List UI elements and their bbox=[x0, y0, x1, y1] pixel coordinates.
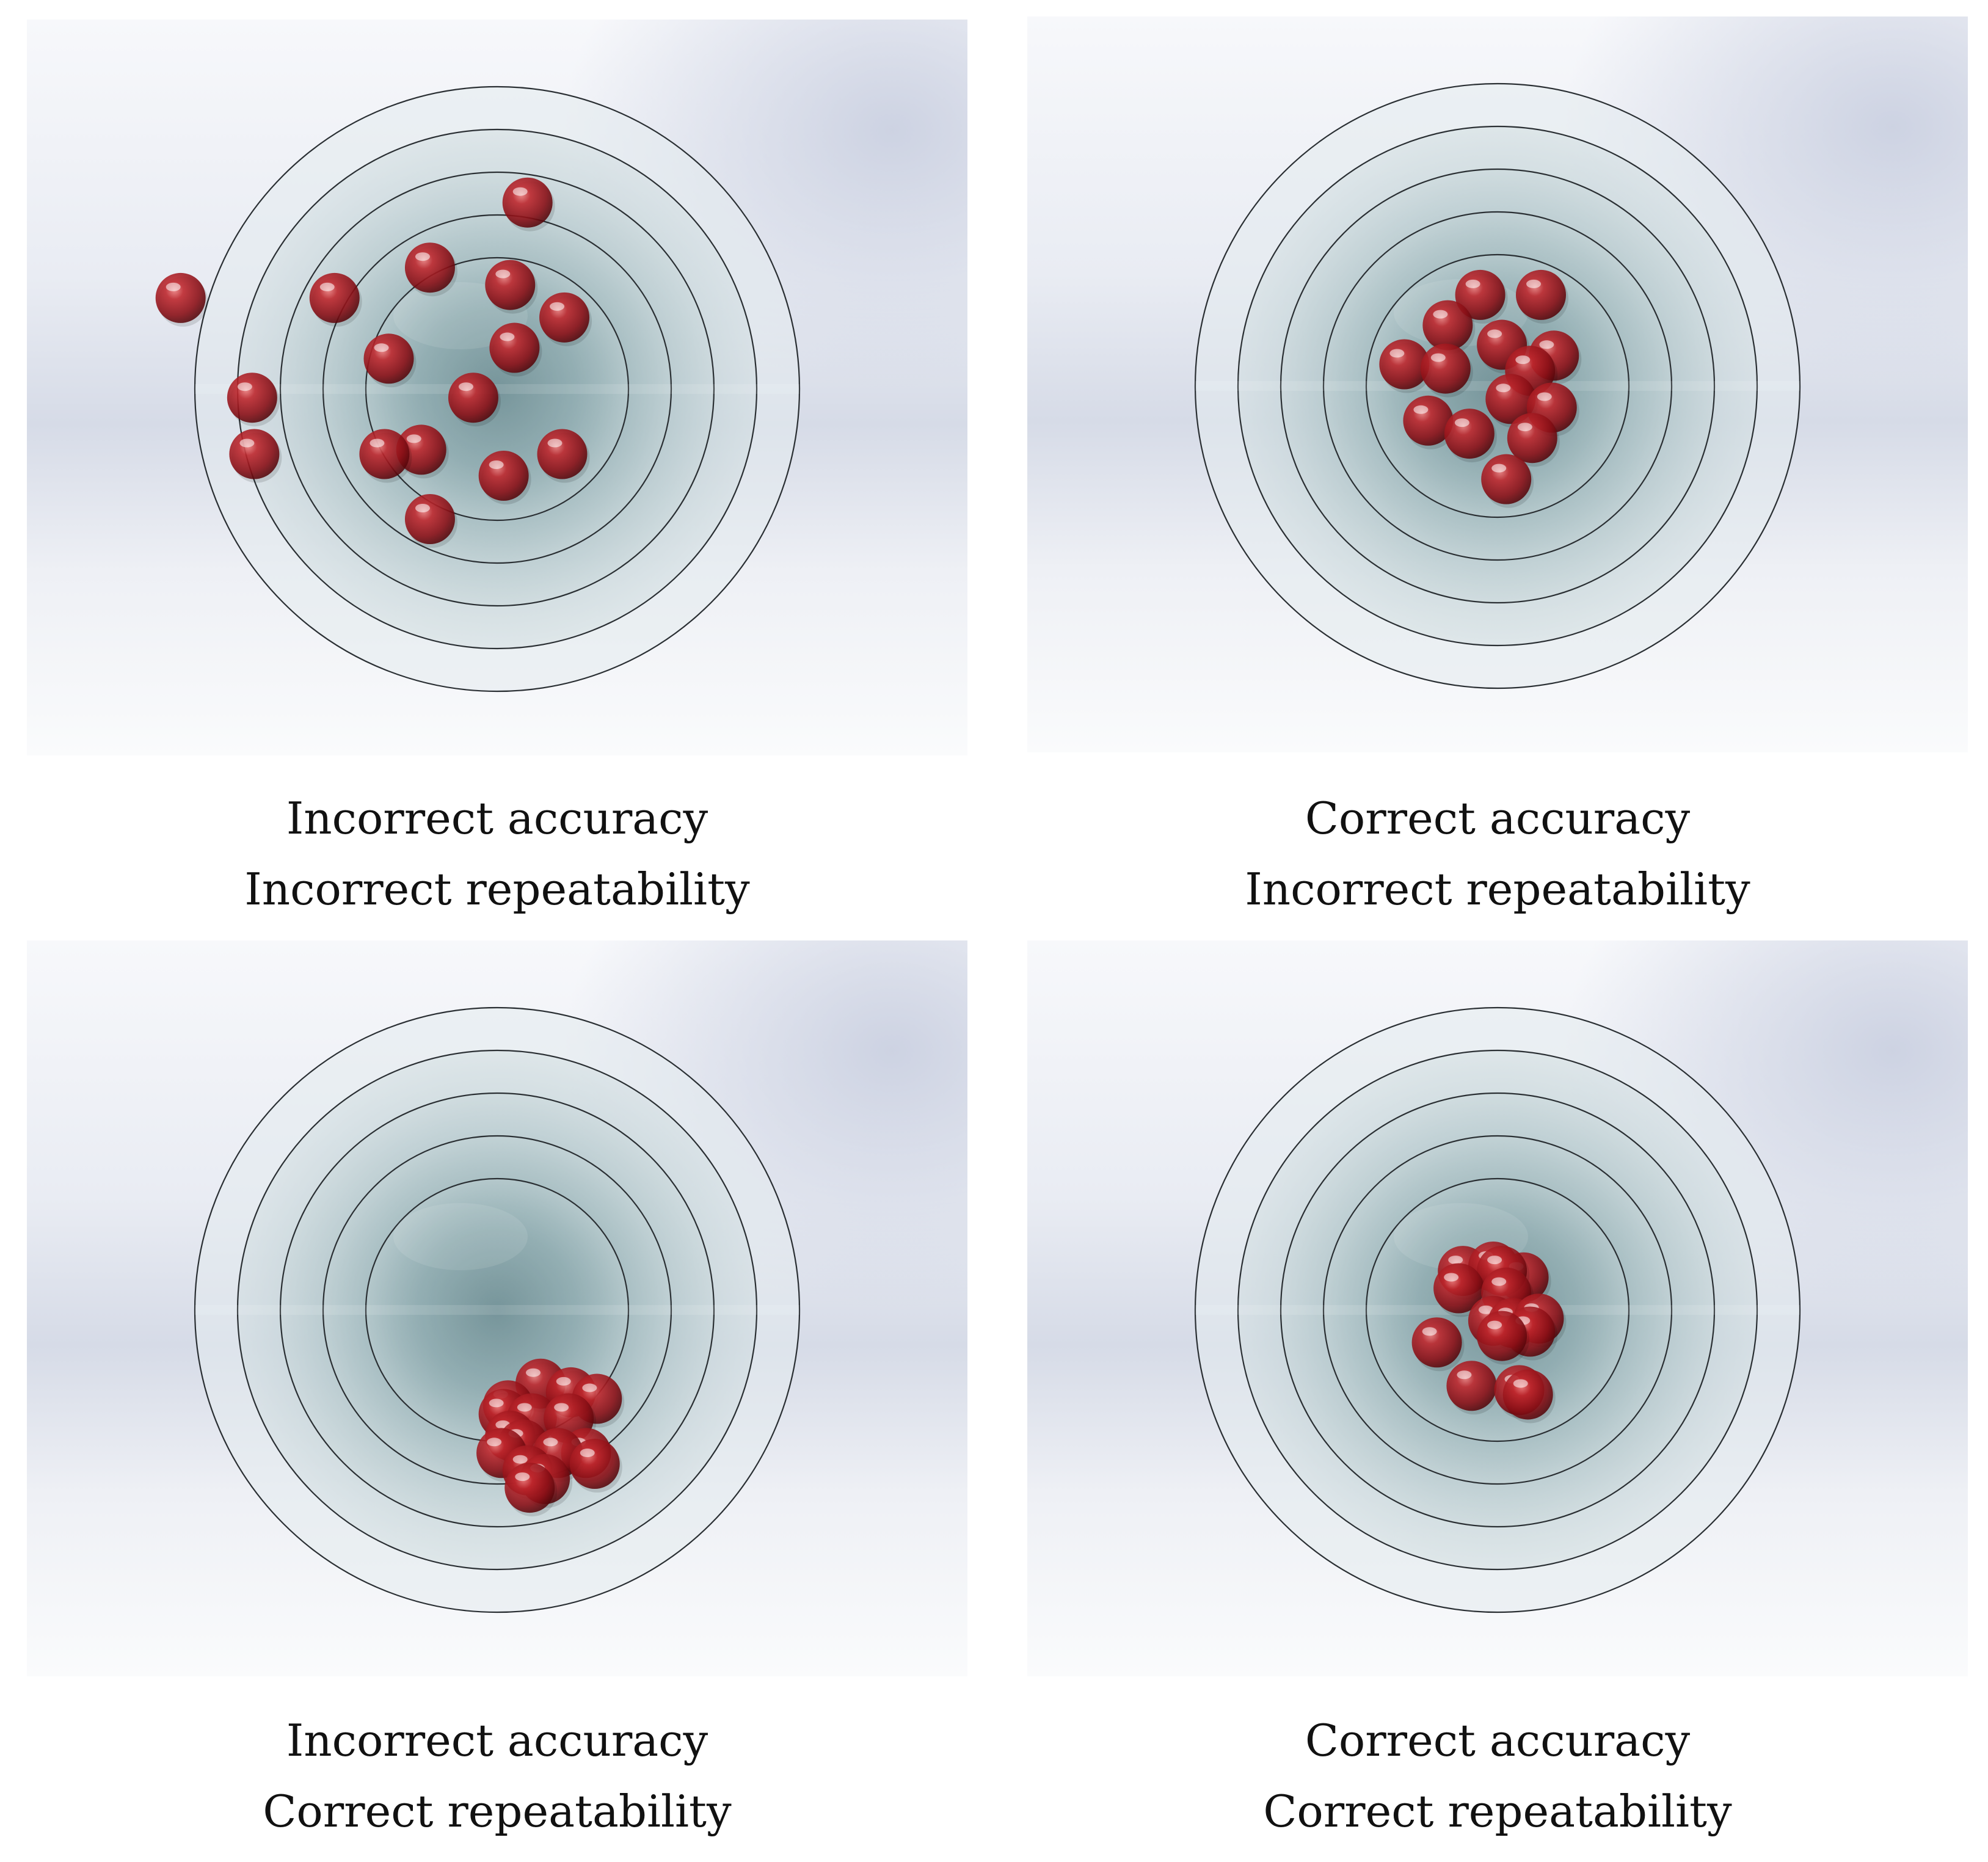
target-illustration bbox=[1027, 16, 1968, 752]
shot-ball bbox=[1507, 413, 1560, 467]
target-illustration bbox=[27, 20, 967, 755]
repeatability-label: Incorrect repeatability bbox=[1245, 864, 1750, 915]
accuracy-label: Incorrect accuracy bbox=[286, 793, 708, 844]
shot-ball bbox=[363, 333, 417, 388]
target-illustration bbox=[1027, 940, 1968, 1676]
target-panel-correct-accuracy-correct-repeatability bbox=[1027, 940, 1968, 1676]
accuracy-label: Correct accuracy bbox=[1305, 1715, 1691, 1766]
shot-ball bbox=[227, 373, 280, 427]
target-panel-incorrect-accuracy-incorrect-repeatability bbox=[27, 20, 967, 755]
shot-ball bbox=[309, 272, 362, 327]
shot-ball bbox=[1477, 1311, 1530, 1365]
target-illustration bbox=[27, 940, 967, 1676]
caption-panel-2: Correct accuracy Incorrect repeatability bbox=[1027, 783, 1968, 925]
repeatability-label: Correct repeatability bbox=[1263, 1786, 1732, 1837]
shot-ball bbox=[1433, 1263, 1487, 1317]
bullseye-highlight bbox=[393, 1203, 528, 1270]
repeatability-label: Incorrect repeatability bbox=[244, 864, 750, 915]
shot-ball bbox=[448, 373, 501, 427]
shot-ball bbox=[1516, 269, 1568, 324]
shot-ball bbox=[1379, 339, 1432, 393]
shot-ball bbox=[1446, 1361, 1499, 1415]
glass-reflection bbox=[195, 1305, 799, 1315]
shot-ball bbox=[537, 429, 590, 483]
shot-ball bbox=[485, 260, 538, 314]
shot-ball bbox=[1455, 269, 1508, 324]
shot-ball bbox=[539, 292, 592, 346]
shot-ball bbox=[502, 177, 555, 231]
glass-reflection bbox=[195, 384, 799, 394]
shot-ball bbox=[1403, 395, 1456, 449]
shot-ball bbox=[1481, 454, 1534, 508]
shot-ball bbox=[504, 1463, 558, 1517]
shot-ball bbox=[359, 429, 412, 483]
target-panel-incorrect-accuracy-correct-repeatability bbox=[27, 940, 967, 1676]
shot-ball bbox=[569, 1439, 622, 1493]
accuracy-label: Correct accuracy bbox=[1305, 793, 1691, 844]
accuracy-label: Incorrect accuracy bbox=[286, 1715, 708, 1766]
caption-panel-1: Incorrect accuracy Incorrect repeatabili… bbox=[27, 783, 967, 925]
shot-ball bbox=[1502, 1369, 1556, 1424]
repeatability-label: Correct repeatability bbox=[263, 1786, 732, 1837]
shot-ball bbox=[1420, 343, 1473, 398]
shot-ball bbox=[404, 494, 457, 548]
caption-panel-3: Incorrect accuracy Correct repeatability bbox=[27, 1705, 967, 1847]
target-panel-correct-accuracy-incorrect-repeatability bbox=[1027, 16, 1968, 752]
caption-panel-4: Correct accuracy Correct repeatability bbox=[1027, 1705, 1968, 1847]
shot-ball bbox=[1444, 409, 1497, 463]
shot-ball bbox=[404, 242, 457, 297]
shot-ball bbox=[1411, 1317, 1465, 1372]
shot-ball bbox=[478, 451, 531, 504]
shot-ball bbox=[489, 322, 542, 377]
shot-ball bbox=[155, 272, 208, 327]
shot-ball bbox=[1422, 300, 1476, 354]
shot-ball bbox=[396, 424, 449, 479]
shot-ball bbox=[229, 429, 282, 483]
